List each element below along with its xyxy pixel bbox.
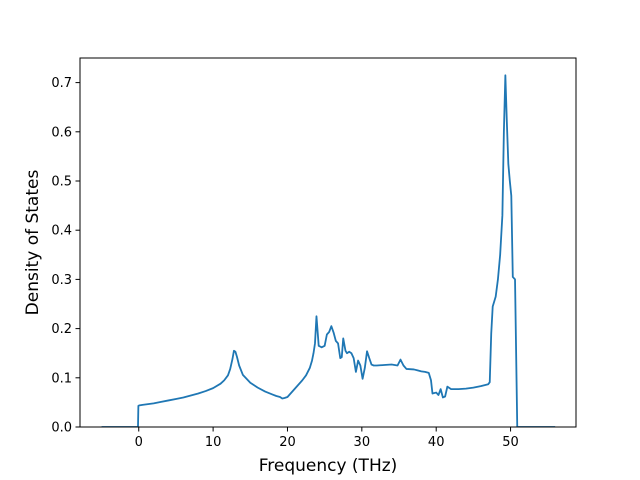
x-tick-label: 0	[135, 435, 143, 450]
y-axis-label: Density of States	[23, 170, 43, 316]
plot-area	[101, 74, 556, 427]
x-tick-label: 20	[279, 435, 296, 450]
y-tick-label: 0.4	[51, 224, 72, 239]
y-tick-label: 0.7	[51, 76, 72, 91]
x-axis-ticks: 0 10 20 30 40 50	[135, 427, 519, 450]
x-tick-label: 30	[354, 435, 371, 450]
y-tick-label: 0.1	[51, 371, 72, 386]
y-axis-ticks: 0.0 0.1 0.2 0.3 0.4 0.5 0.6 0.7	[51, 76, 80, 436]
y-tick-label: 0.6	[51, 125, 72, 140]
y-tick-label: 0.5	[51, 175, 72, 190]
x-tick-label: 10	[205, 435, 222, 450]
x-tick-label: 40	[428, 435, 445, 450]
y-tick-label: 0.0	[51, 421, 72, 436]
plot-frame	[79, 57, 577, 428]
series-line	[101, 74, 556, 427]
y-tick-label: 0.2	[51, 322, 72, 337]
y-tick-label: 0.3	[51, 273, 72, 288]
x-axis-label: Frequency (THz)	[259, 456, 398, 476]
x-tick-label: 50	[502, 435, 519, 450]
